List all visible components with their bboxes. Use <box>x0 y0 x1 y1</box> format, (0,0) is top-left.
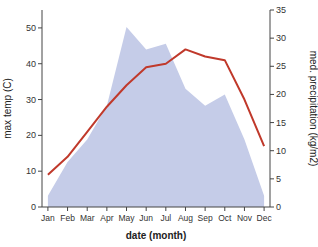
y2-tick-label: 10 <box>276 146 286 156</box>
y2-tick-label: 25 <box>276 61 286 71</box>
y2-tick <box>270 38 274 39</box>
x-tick <box>146 207 147 211</box>
x-tick-label: Jan <box>41 213 55 223</box>
x-tick-label: May <box>118 213 135 223</box>
y-tick-label: 10 <box>26 166 36 176</box>
x-tick <box>67 207 68 211</box>
x-tick <box>205 207 206 211</box>
y2-tick-label: 0 <box>276 202 281 212</box>
x-tick-label: Jun <box>139 213 153 223</box>
y2-tick <box>270 10 274 11</box>
x-axis-label: date (month) <box>126 230 187 241</box>
x-tick <box>185 207 186 211</box>
y2-tick-label: 30 <box>276 33 286 43</box>
left-axis <box>42 10 43 207</box>
y2-tick <box>270 178 274 179</box>
y-tick <box>38 171 42 172</box>
x-tick-label: Aug <box>178 213 193 223</box>
y-tick <box>38 135 42 136</box>
plot-area <box>48 27 264 207</box>
x-tick-label: Dec <box>257 213 273 223</box>
x-tick <box>106 207 107 211</box>
x-tick-label: Oct <box>218 213 232 223</box>
x-tick-label: Feb <box>60 213 75 223</box>
precipitation-area <box>48 27 264 207</box>
y-tick <box>38 63 42 64</box>
y2-tick-label: 5 <box>276 174 281 184</box>
y2-tick-label: 20 <box>276 89 286 99</box>
x-tick <box>244 207 245 211</box>
x-axis <box>42 207 270 208</box>
y-axis-label: max temp (C) <box>2 78 13 139</box>
y2-tick <box>270 207 274 208</box>
y2-tick-label: 15 <box>276 118 286 128</box>
y-tick <box>38 99 42 100</box>
x-tick <box>126 207 127 211</box>
x-tick <box>87 207 88 211</box>
x-tick-label: Sep <box>198 213 213 223</box>
y2-tick-label: 35 <box>276 5 286 15</box>
y-tick-label: 30 <box>26 95 36 105</box>
y-tick-label: 40 <box>26 59 36 69</box>
y2-tick <box>270 122 274 123</box>
right-axis <box>270 10 271 207</box>
chart: 0 10 20 30 40 50 0 5 10 15 20 25 30 35 Jan Feb Mar Apr May… <box>0 0 318 247</box>
y2-tick <box>270 94 274 95</box>
x-tick <box>165 207 166 211</box>
x-tick-label: Jul <box>160 213 171 223</box>
x-tick-label: Apr <box>100 213 113 223</box>
y-tick-label: 50 <box>26 23 36 33</box>
y-tick <box>38 207 42 208</box>
y-tick-label: 20 <box>26 130 36 140</box>
y2-tick <box>270 66 274 67</box>
y-tick <box>38 27 42 28</box>
y-tick-label: 0 <box>31 202 36 212</box>
x-tick-label: Mar <box>80 213 95 223</box>
x-tick-label: Nov <box>237 213 253 223</box>
x-tick <box>224 207 225 211</box>
x-tick <box>47 207 48 211</box>
temperature-line <box>48 49 264 174</box>
y2-axis-label: med. precipitation (kg/m2) <box>308 51 318 167</box>
x-tick <box>264 207 265 211</box>
y2-tick <box>270 150 274 151</box>
